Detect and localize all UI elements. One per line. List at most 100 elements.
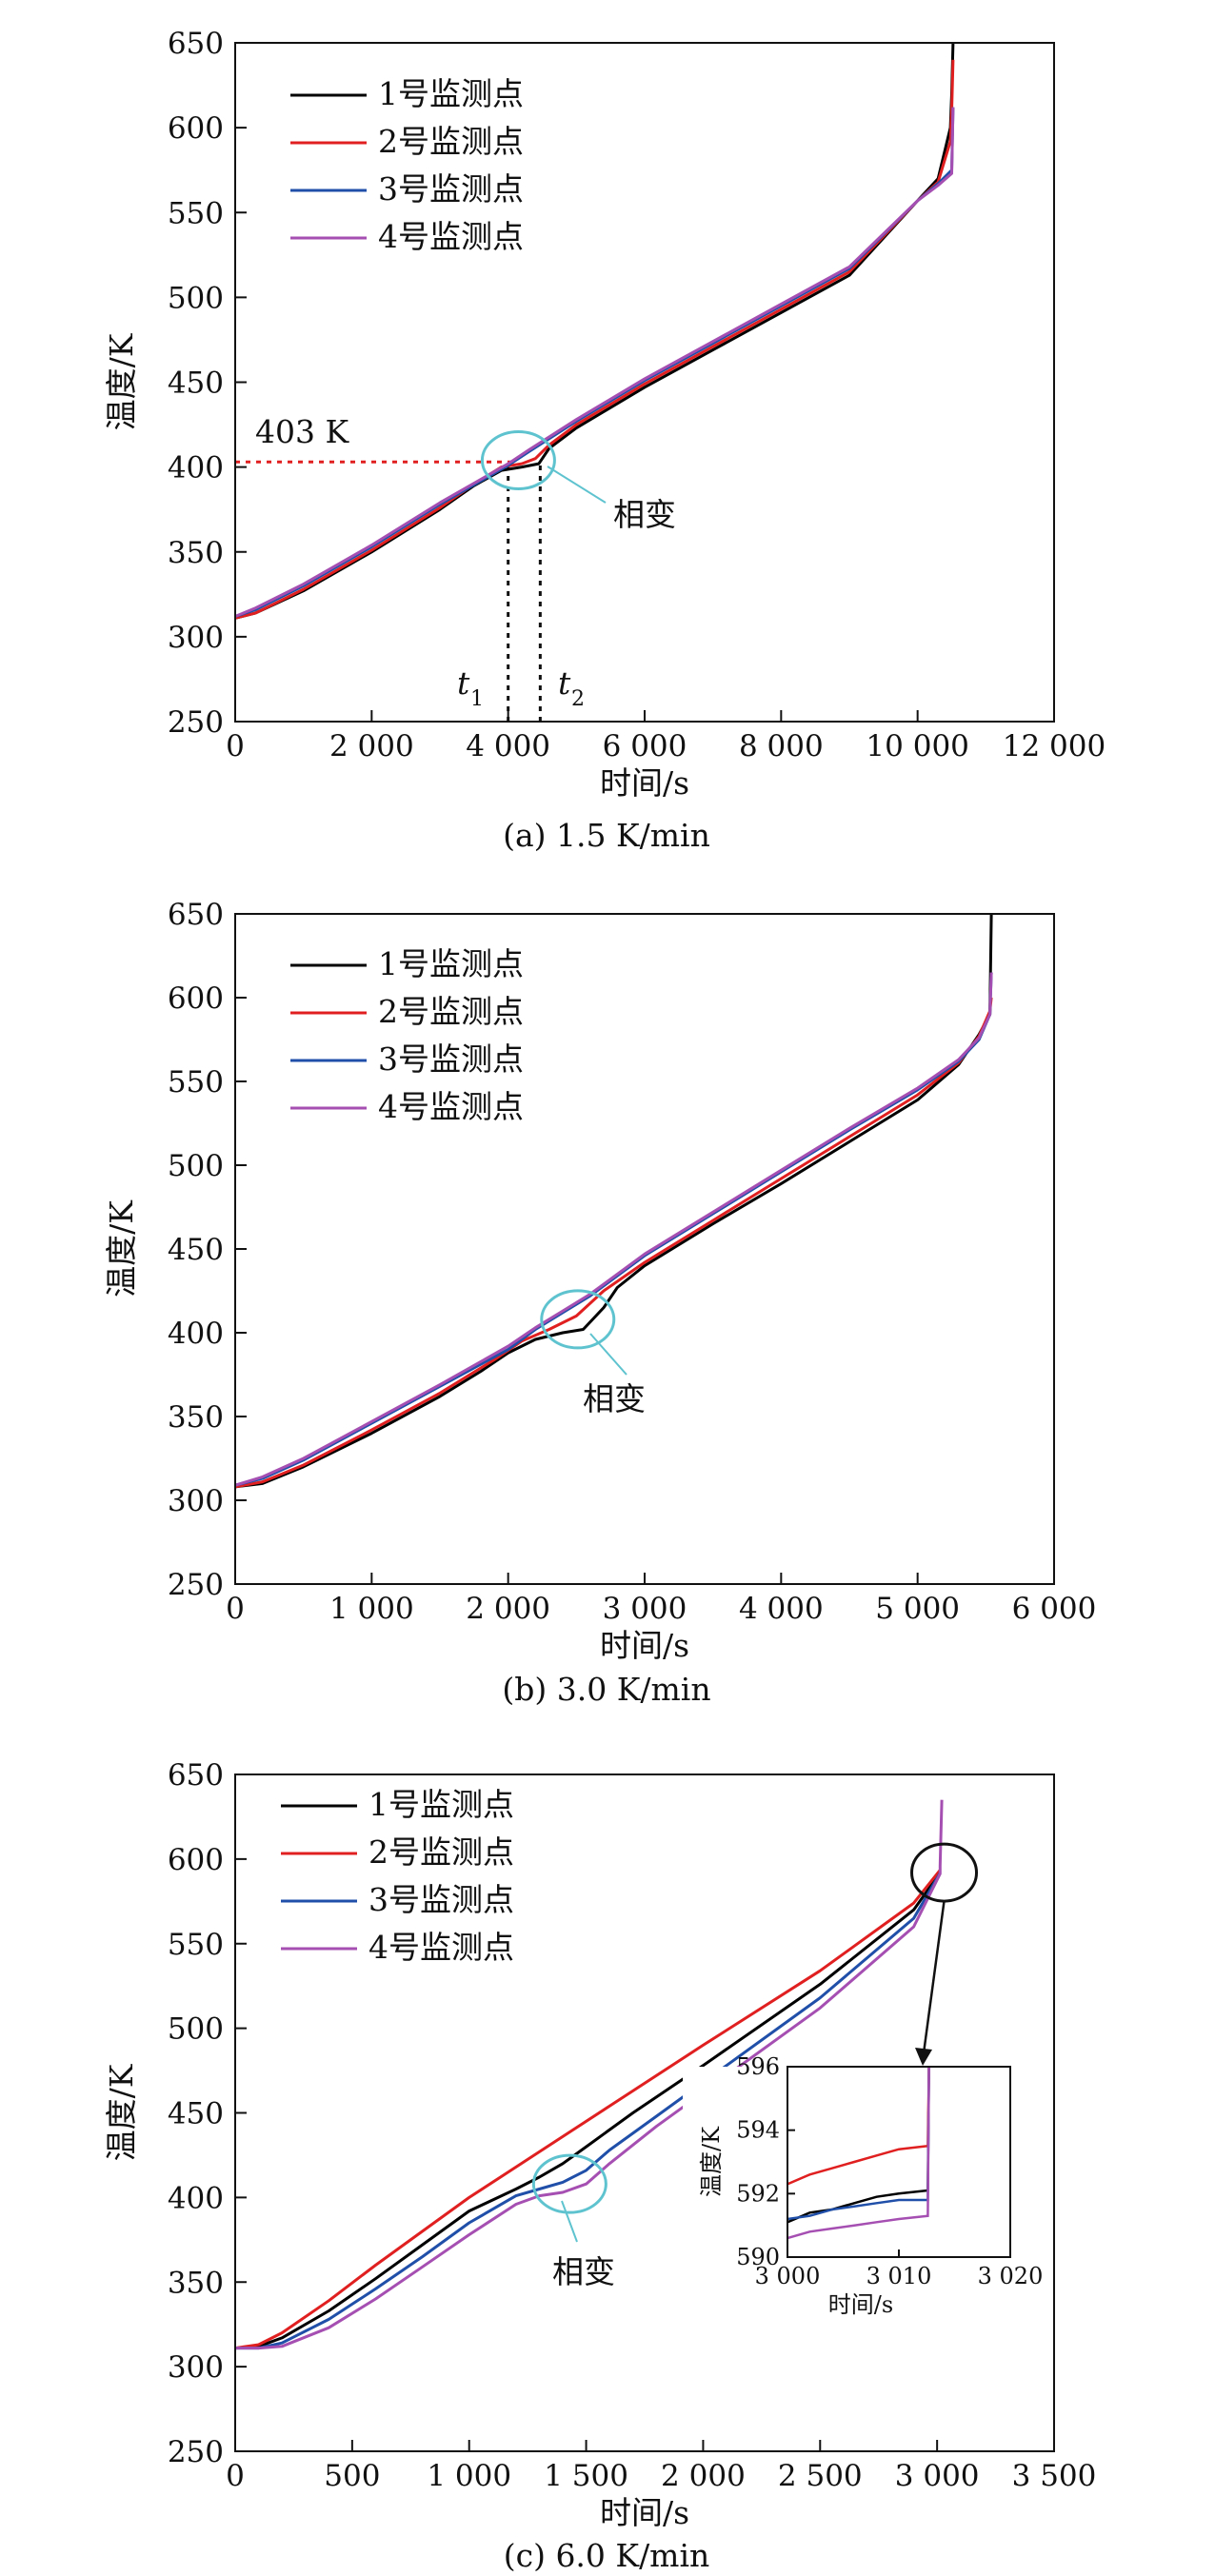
x-tick-label: 4 000 [466, 729, 550, 763]
y-tick-label: 450 [168, 1233, 224, 1267]
x-tick-label: 2 000 [661, 2459, 746, 2493]
y-tick-label: 650 [168, 898, 224, 932]
zoom-circle [910, 1842, 979, 1903]
y-tick-label: 250 [168, 2435, 224, 2469]
phase-highlight-ellipse [531, 2153, 608, 2214]
plot-frame [234, 913, 1055, 1585]
inset-x-tick-label: 3 000 [755, 2263, 821, 2289]
x-tick-label: 0 [226, 729, 245, 763]
chart-panel-3: 0 500 1 000 1 500 2 000 2 500 3 000 3 500 250 300… [103, 1758, 1096, 2574]
series-group [235, 43, 955, 620]
x-tick-label: 3 000 [895, 2459, 980, 2493]
x-axis-label: 时间/s [600, 764, 689, 802]
y-tick-label: 450 [168, 367, 224, 401]
x-tick-label: 1 000 [427, 2459, 511, 2493]
legend-label-4: 4号监测点 [378, 1088, 524, 1125]
phase-callout-line [547, 466, 607, 504]
y-tick-label: 550 [168, 1928, 224, 1962]
annotation-t2: t [558, 664, 571, 702]
x-tick-label: 1 500 [544, 2459, 628, 2493]
chart-panel-2: 0 1 000 2 000 3 000 4 000 5 000 6 000 250 300 350… [103, 898, 1096, 1708]
panel-caption: (c) 6.0 K/min [504, 2537, 710, 2574]
inset-series-line-3 [787, 2067, 930, 2221]
legend-label-2: 2号监测点 [368, 1833, 514, 1871]
x-tick-label: 0 [226, 2459, 245, 2493]
legend-label-2: 2号监测点 [378, 123, 524, 160]
y-tick-label: 500 [168, 2012, 224, 2047]
inset-chart: 3 000 3 010 3 020 590 592 594 596 时间/s 温度/K [683, 2053, 1043, 2333]
x-tick-label: 1 000 [329, 1592, 414, 1626]
x-tick-label: 2 500 [778, 2459, 863, 2493]
inset-y-tick-label: 590 [736, 2244, 780, 2270]
legend-label-1: 1号监测点 [378, 75, 524, 112]
legend-label-1: 1号监测点 [368, 1786, 514, 1823]
series-line-3 [235, 1872, 942, 2350]
phase-label: 相变 [613, 496, 676, 533]
y-tick-label: 600 [168, 1843, 224, 1877]
x-tick-label: 10 000 [866, 729, 968, 763]
x-tick-label: 0 [226, 1592, 245, 1626]
series-group [235, 1799, 944, 2350]
inset-x-tick-label: 3 010 [866, 2263, 932, 2289]
y-tick-label: 250 [168, 705, 224, 740]
series-line-1 [235, 914, 993, 1489]
plot-frame [234, 42, 1055, 723]
inset-series-group [787, 2067, 930, 2240]
x-tick-label: 6 000 [1012, 1592, 1097, 1626]
legend-label-4: 4号监测点 [368, 1929, 514, 1966]
series-line-4 [235, 972, 993, 1487]
annotation-403k: 403 K [255, 413, 349, 450]
y-tick-label: 400 [168, 2181, 224, 2215]
inset-y-tick-label: 592 [736, 2180, 780, 2207]
x-tick-label: 4 000 [739, 1592, 824, 1626]
y-tick-label: 300 [168, 621, 224, 655]
annotation-t1: t [457, 664, 470, 702]
x-tick-label: 3 000 [603, 1592, 687, 1626]
annotation-t2-subscript: 2 [571, 687, 585, 711]
x-tick-label: 6 000 [603, 729, 687, 763]
y-tick-label: 550 [168, 1065, 224, 1100]
y-tick-label: 300 [168, 2350, 224, 2385]
legend-label-2: 2号监测点 [378, 993, 524, 1030]
y-axis-label: 温度/K [103, 1199, 140, 1298]
zoom-arrow-line [922, 1900, 946, 2054]
legend-label-3: 3号监测点 [368, 1881, 514, 1918]
y-axis-label: 温度/K [103, 2063, 140, 2161]
chart-panel-1: 0 2 000 4 000 6 000 8 000 10 000 12 000 250 300 3… [103, 27, 1105, 854]
legend-label-3: 3号监测点 [378, 170, 524, 208]
legend-label-4: 4号监测点 [378, 218, 524, 255]
annotation-t1-subscript: 1 [470, 687, 484, 711]
inset-y-tick-label: 594 [736, 2117, 780, 2144]
legend-label-3: 3号监测点 [378, 1040, 524, 1078]
phase-label: 相变 [583, 1380, 646, 1417]
phase-label: 相变 [552, 2253, 615, 2290]
inset-series-line-1 [787, 2067, 930, 2224]
x-tick-label: 500 [324, 2459, 380, 2493]
y-tick-label: 600 [168, 111, 224, 146]
series-group [235, 914, 993, 1489]
x-tick-label: 12 000 [1003, 729, 1105, 763]
y-tick-label: 250 [168, 1568, 224, 1602]
y-tick-label: 650 [168, 1758, 224, 1793]
phase-highlight-ellipse [480, 429, 556, 490]
inset-y-axis-label: 温度/K [698, 2126, 725, 2197]
inset-x-axis-label: 时间/s [828, 2291, 893, 2318]
inset-y-tick-label: 596 [736, 2053, 780, 2080]
inset-series-line-2 [787, 2067, 930, 2186]
legend-label-1: 1号监测点 [378, 945, 524, 982]
series-line-3 [235, 107, 955, 618]
x-tick-label: 2 000 [466, 1592, 550, 1626]
y-tick-label: 400 [168, 1317, 224, 1351]
x-axis-label: 时间/s [600, 1627, 689, 1664]
phase-callout-line [561, 2200, 578, 2243]
y-tick-label: 500 [168, 281, 224, 315]
y-tick-label: 350 [168, 536, 224, 570]
phase-highlight-ellipse [540, 1289, 616, 1350]
y-tick-label: 350 [168, 2266, 224, 2300]
y-tick-label: 600 [168, 981, 224, 1016]
y-tick-label: 500 [168, 1149, 224, 1183]
zoom-arrow-head [915, 2048, 932, 2066]
x-tick-label: 3 500 [1012, 2459, 1097, 2493]
y-tick-label: 450 [168, 2097, 224, 2131]
